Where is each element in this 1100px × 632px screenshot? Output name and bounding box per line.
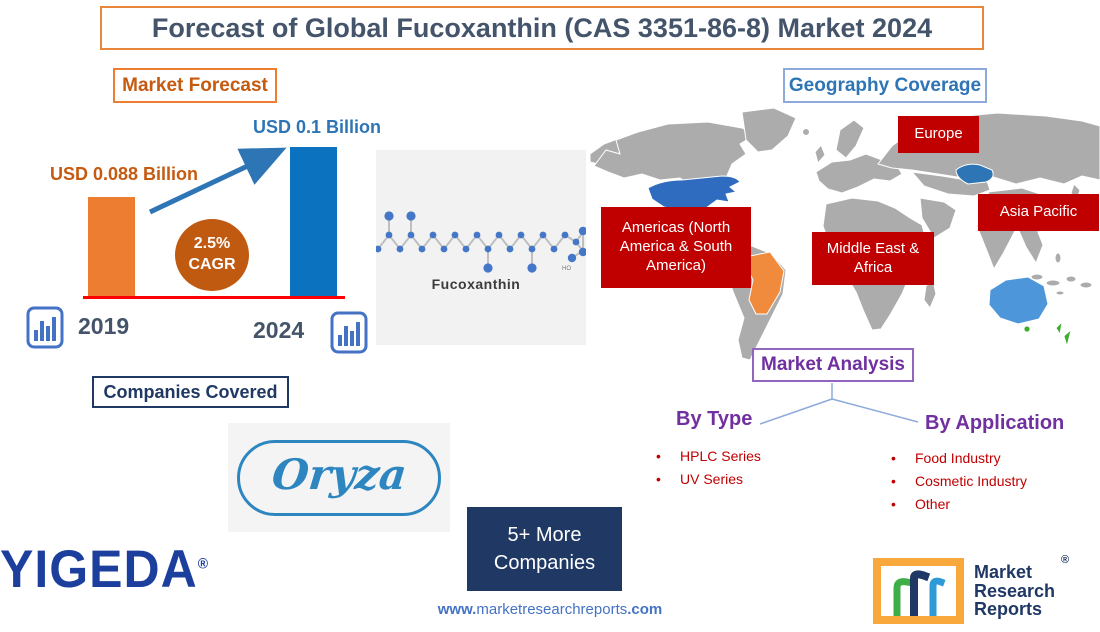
region-label-americas: Americas (North America & South America) [601, 207, 751, 288]
mrr-text-line: Market [974, 561, 1033, 582]
bar-2019 [88, 197, 135, 297]
map-australia-region [988, 276, 1049, 325]
growth-arrow-icon [148, 147, 287, 215]
mrr-m-icon [893, 570, 946, 616]
list-item: Food Industry [885, 450, 1027, 466]
oryza-logo-oval: Oryza [237, 439, 441, 516]
mrr-text-line: Reports [974, 599, 1043, 620]
cagr-percent: 2.5% [193, 235, 231, 253]
title-box: Forecast of Global Fucoxanthin (CAS 3351… [100, 6, 984, 50]
yigeda-logo-text: YIGEDA [0, 539, 198, 599]
region-label-middle-east-africa: Middle East & Africa [812, 232, 934, 285]
mrr-logo-mark [873, 558, 964, 624]
value-2019-label: USD 0.088 Billion [50, 164, 199, 184]
fucoxanthin-structure-image: HO Fucoxanthin [374, 150, 588, 345]
page-title: Forecast of Global Fucoxanthin (CAS 3351… [151, 12, 933, 43]
by-type-label: By Type [676, 408, 753, 430]
by-application-label: By Application [925, 412, 1065, 434]
ho-group-label: HO [562, 266, 571, 272]
map-mongolia-region [955, 163, 994, 185]
by-type-list: HPLC Series UV Series [650, 448, 761, 494]
yigeda-logo: YIGEDA® [0, 539, 290, 600]
region-label-europe: Europe [898, 116, 979, 153]
cagr-badge: 2.5% CAGR [175, 219, 249, 291]
map-usa-region [647, 175, 741, 212]
bar-chart-icon [330, 311, 368, 354]
list-item: Other [885, 496, 1027, 512]
year-2024-label: 2024 [253, 317, 305, 343]
molecule-name: Fucoxanthin [431, 276, 521, 292]
registered-mark: ® [1060, 553, 1070, 566]
map-nz-region [1023, 320, 1072, 348]
region-label-asia-pacific: Asia Pacific [978, 194, 1099, 231]
companies-covered-label: Companies Covered [92, 376, 289, 408]
list-item: HPLC Series [650, 448, 761, 464]
list-item: UV Series [650, 471, 761, 487]
molecule-diagram: HO [374, 211, 588, 273]
geography-coverage-label: Geography Coverage [783, 68, 987, 103]
by-application-list: Food Industry Cosmetic Industry Other [885, 450, 1027, 519]
mrr-logo-text: ® Market Research Reports [974, 554, 1069, 620]
website-domain: marketresearchreports [476, 601, 628, 618]
analysis-branch-lines [759, 383, 919, 425]
bar-chart-icon [26, 306, 64, 349]
website-suffix: .com [627, 601, 663, 618]
mrr-text-line: Research [974, 580, 1056, 601]
oryza-logo: Oryza [228, 423, 450, 532]
more-companies-badge: 5+ More Companies [467, 507, 622, 591]
website-prefix: www. [437, 601, 477, 618]
cagr-text: CAGR [188, 256, 236, 273]
registered-mark: ® [197, 554, 210, 572]
market-forecast-label: Market Forecast [113, 68, 277, 103]
chart-baseline [83, 296, 345, 299]
website-link[interactable]: www.marketresearchreports.com [400, 601, 700, 618]
value-2024-label: USD 0.1 Billion [253, 117, 382, 137]
list-item: Cosmetic Industry [885, 473, 1027, 489]
bar-2024 [290, 147, 337, 297]
year-2019-label: 2019 [78, 313, 130, 339]
oryza-logo-text: Oryza [269, 450, 409, 499]
market-research-reports-logo: ® Market Research Reports [873, 554, 1069, 624]
market-analysis-label: Market Analysis [752, 348, 914, 382]
